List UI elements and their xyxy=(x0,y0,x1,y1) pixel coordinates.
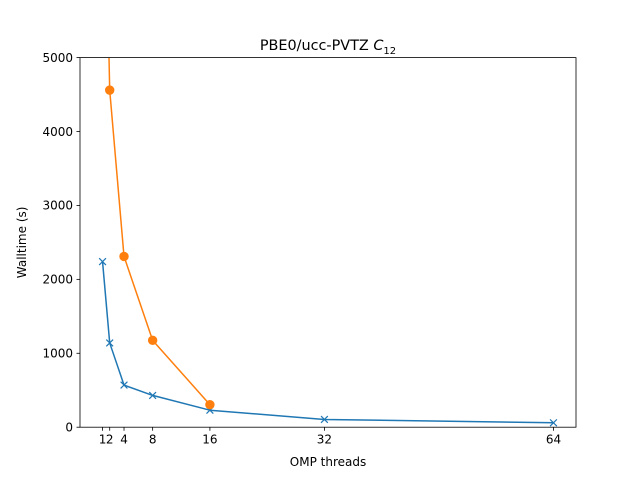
series-orange-point xyxy=(105,85,115,95)
plot-area xyxy=(80,57,576,428)
series-blue-point xyxy=(549,418,558,427)
y-axis-label: Walltime (s) xyxy=(15,207,29,279)
x-tick-label: 8 xyxy=(149,433,157,447)
y-tick-label: 4000 xyxy=(42,125,73,139)
series-blue-point xyxy=(120,381,128,389)
x-tick-label: 64 xyxy=(546,433,561,447)
x-tick-label: 1 xyxy=(99,433,107,447)
series-layer xyxy=(98,57,558,427)
y-axis: 0 1000 2000 3000 4000 5000 xyxy=(42,51,80,435)
series-blue-point xyxy=(148,391,157,400)
x-axis-label: OMP threads xyxy=(290,455,366,469)
chart-title: PBE0/ucc-PVTZ C12 xyxy=(260,38,396,57)
series-blue-point xyxy=(105,339,114,347)
y-tick-label: 0 xyxy=(65,421,73,435)
series-orange-point xyxy=(205,399,215,410)
series-blue-point xyxy=(98,257,107,266)
y-tick-label: 2000 xyxy=(42,273,73,287)
y-tick-label: 1000 xyxy=(42,347,73,361)
series-orange-point xyxy=(119,251,129,262)
series-blue-point xyxy=(320,415,329,424)
series-orange-point xyxy=(147,335,158,346)
chart-title-math: C xyxy=(373,38,383,54)
y-tick-label: 5000 xyxy=(42,51,73,65)
chart-title-subscript: 12 xyxy=(383,46,396,57)
axes-frame xyxy=(79,57,577,428)
x-tick-label: 16 xyxy=(202,433,217,447)
x-tick-label: 32 xyxy=(317,433,332,447)
x-tick-label: 4 xyxy=(120,433,128,447)
y-tick-label: 3000 xyxy=(42,199,73,213)
x-axis: 1 2 4 8 16 32 64 xyxy=(99,427,561,447)
x-tick-label: 2 xyxy=(106,433,114,447)
